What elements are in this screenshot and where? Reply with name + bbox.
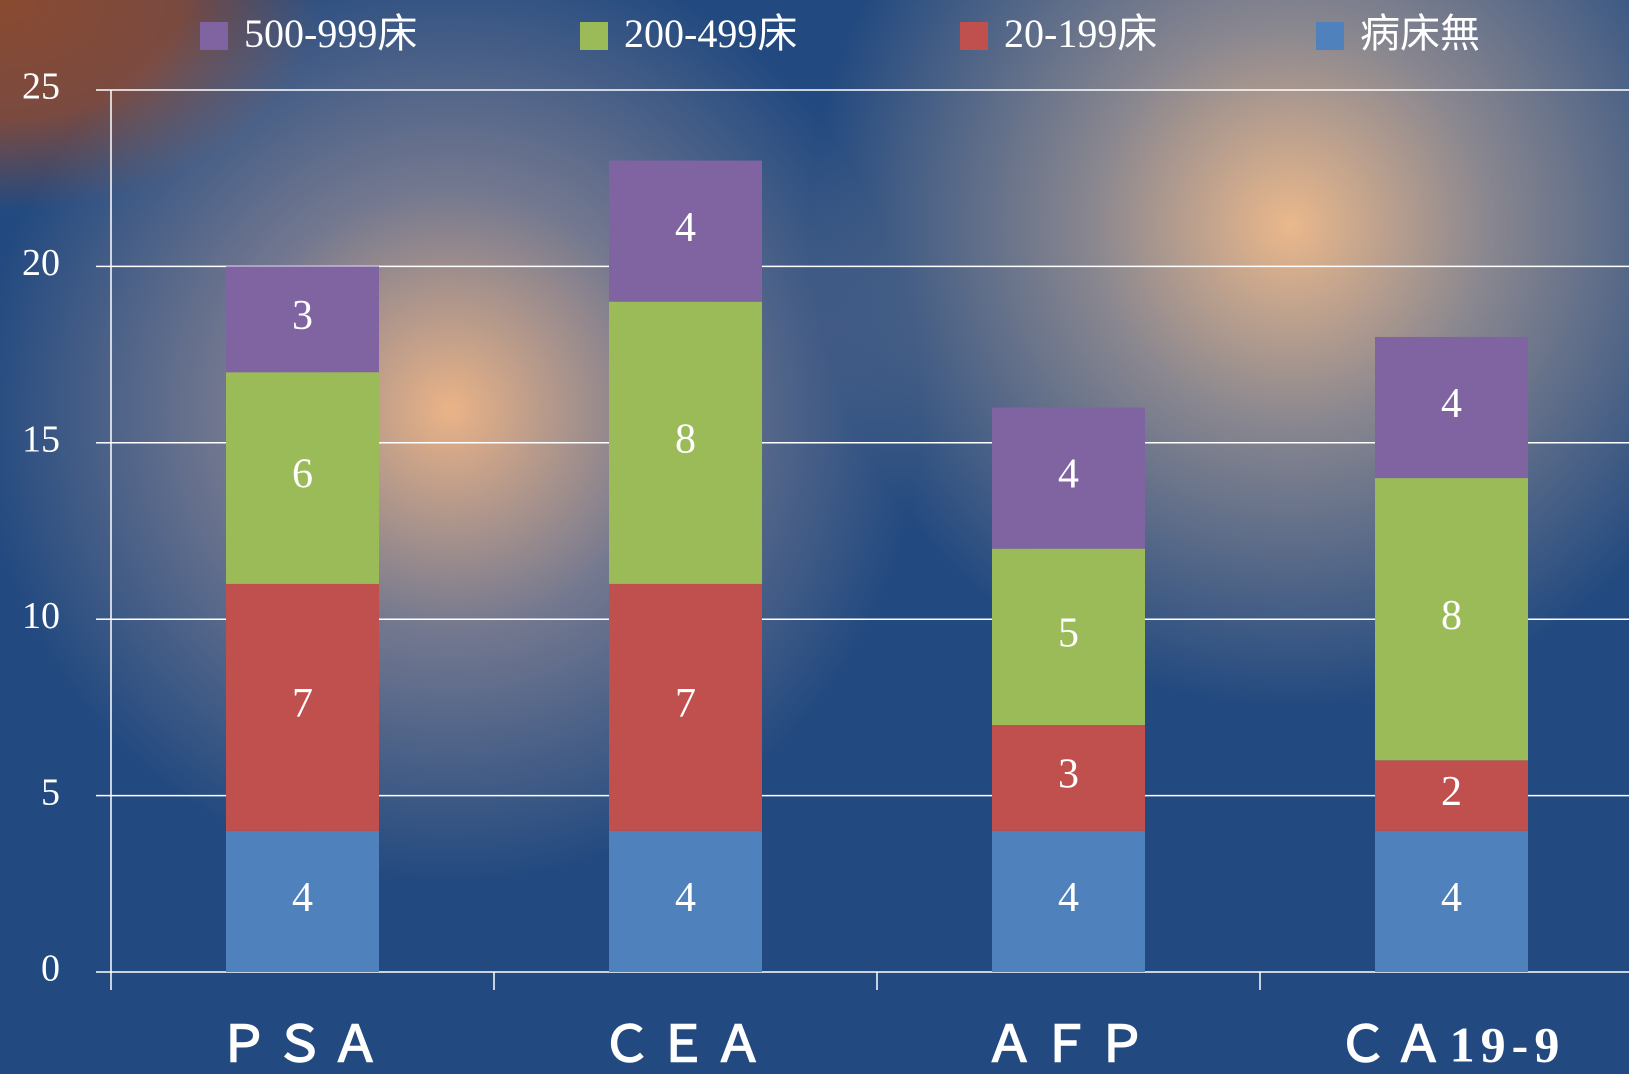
bar-segment [226,372,379,584]
data-label: 4 [1441,381,1462,427]
bar-segment [226,583,379,831]
legend-swatch [580,22,608,50]
legend-label: 500-999床 [244,11,417,56]
data-label: 2 [1441,769,1462,815]
bar-segment [609,301,762,584]
bar-segment [992,548,1145,726]
data-label: 4 [1058,452,1079,498]
data-label: 8 [675,416,696,462]
bar-segment [226,830,379,972]
x-tick-label: ＣＥＡ [602,1016,770,1072]
data-label: 8 [1441,593,1462,639]
bar-segment [1375,760,1528,831]
legend-swatch [200,22,228,50]
bar-segment [1375,336,1528,479]
bar-segment [609,583,762,831]
data-label: 6 [292,452,313,498]
data-label: 3 [292,293,313,339]
data-label: 7 [292,681,313,727]
data-label: 7 [675,681,696,727]
data-label: 4 [675,875,696,921]
y-tick-label: 15 [22,419,60,461]
bar-segment [609,830,762,972]
x-tick-label: ＡＦＰ [985,1016,1153,1072]
legend-label: 病床無 [1360,11,1480,56]
y-tick-label: 0 [41,948,60,990]
bar-segment [992,725,1145,831]
bar-segment [609,160,762,302]
bar-segment [992,407,1145,549]
legend-swatch [960,22,988,50]
x-tick-label: ＰＳＡ [219,1016,387,1072]
y-tick-label: 25 [22,66,60,108]
bar-segment [1375,478,1528,761]
legend-label: 20-199床 [1004,11,1157,56]
legend-swatch [1316,22,1344,50]
x-tick-label: ＣＡ19-9 [1338,1016,1566,1072]
data-label: 3 [1058,752,1079,798]
data-label: 4 [1058,875,1079,921]
y-tick-label: 5 [41,771,60,813]
legend-label: 200-499床 [624,11,797,56]
bar-segment [226,266,379,373]
data-label: 5 [1058,610,1079,656]
data-label: 4 [1441,875,1462,921]
y-tick-label: 20 [22,242,60,284]
data-label: 4 [675,205,696,251]
data-label: 4 [292,875,313,921]
y-tick-label: 10 [22,595,60,637]
bar-segment [992,830,1145,972]
bar-segment [1375,830,1528,972]
